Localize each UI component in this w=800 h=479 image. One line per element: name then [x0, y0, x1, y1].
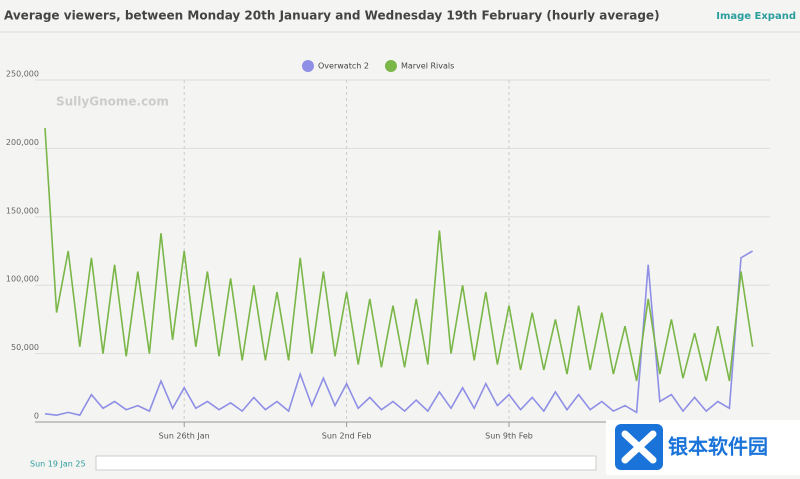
- y-tick-label: 150,000: [6, 206, 39, 215]
- watermark: SullyGnome.com: [56, 95, 169, 109]
- navigator[interactable]: [95, 455, 597, 471]
- legend-swatch: [302, 60, 314, 72]
- x-tick-label: Sun 9th Feb: [485, 432, 533, 441]
- series-line: [44, 250, 754, 417]
- x-tick-label: Sun 2nd Feb: [322, 432, 372, 441]
- y-tick-label: 100,000: [6, 275, 39, 284]
- y-tick-label: 0: [34, 412, 39, 421]
- y-tick-label: 250,000: [6, 70, 39, 79]
- chart-title: Average viewers, between Monday 20th Jan…: [4, 9, 660, 23]
- legend-label: Overwatch 2: [318, 62, 369, 71]
- legend-swatch: [384, 60, 397, 72]
- y-tick-label: 200,000: [6, 138, 39, 147]
- image-expand-link[interactable]: Image Expand: [716, 11, 796, 22]
- navigator-label: Sun 19 Jan 25: [30, 460, 86, 469]
- y-tick-label: 50,000: [11, 343, 39, 352]
- legend-label: Marvel Rivals: [401, 62, 454, 71]
- plot: 0 50,000 100,000 150,000 200,000 250,000 Sun 2…: [6, 60, 770, 441]
- logo-mark: [621, 430, 657, 464]
- x-tick-label: Sun 26th Jan: [159, 432, 210, 441]
- logo-text: 银本软件园: [668, 435, 768, 459]
- series-line: [44, 127, 754, 382]
